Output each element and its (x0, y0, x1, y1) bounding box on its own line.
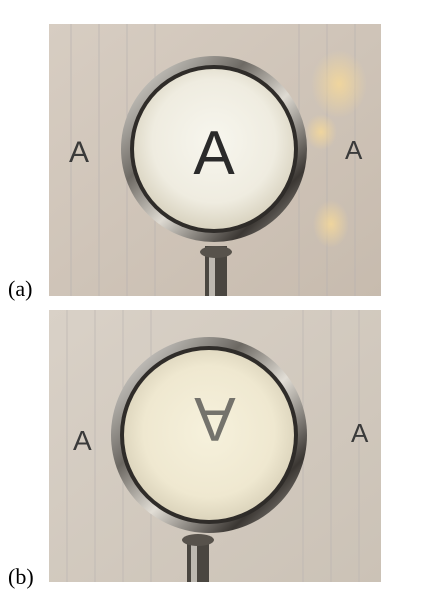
light-reflection (311, 50, 367, 118)
lens-stand-collar (182, 534, 214, 546)
photo-panel-b: A A A (49, 310, 381, 582)
light-reflection (313, 200, 349, 248)
panel-label-b: (b) (8, 564, 34, 589)
lens-stand-collar (200, 246, 232, 258)
photo-panel-a: A A A (49, 24, 381, 296)
photo-a: A A A (49, 24, 381, 296)
panel-label-a: (a) (8, 276, 33, 301)
letter-right: A (351, 418, 369, 448)
lens-glass (124, 350, 294, 520)
photo-b: A A A (49, 310, 381, 582)
letter-left: A (69, 136, 89, 169)
letter-magnified-inverted: A (194, 384, 236, 453)
letter-right: A (345, 135, 363, 165)
letter-magnified: A (193, 119, 235, 188)
lens-stand-highlight (191, 538, 197, 582)
lens-stand-highlight (209, 248, 215, 296)
letter-left: A (73, 425, 92, 456)
light-reflection (305, 114, 337, 150)
lens-glass (134, 69, 294, 229)
